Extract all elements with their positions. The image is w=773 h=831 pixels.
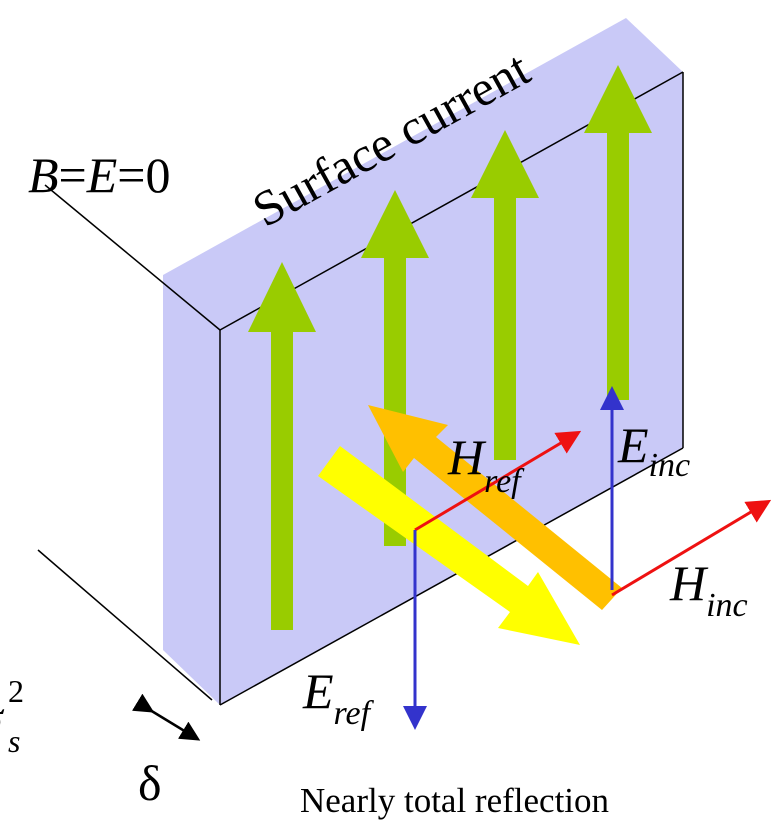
b-symbol: B (28, 147, 59, 203)
e-symbol: E (86, 147, 118, 203)
symbol: E (617, 417, 649, 473)
e-ref-label: Eref (302, 663, 375, 732)
zero: =0 (117, 147, 170, 203)
symbol: H (447, 429, 487, 485)
subscript: ref (484, 463, 525, 500)
diagram: Surface current B=E=0 Href Einc Hinc Ere… (0, 0, 773, 831)
subscript: inc (649, 447, 691, 484)
h-inc-label: Hinc (669, 555, 748, 624)
subscript: inc (706, 587, 748, 624)
boundary-label: B=E=0 (28, 147, 171, 203)
cut-label: σ (0, 690, 5, 746)
symbol: E (302, 663, 334, 719)
cut-label-sub: s (8, 723, 20, 759)
skin-depth-arrow (150, 710, 196, 738)
equals: = (59, 147, 87, 203)
cut-label-sup: 2 (8, 673, 24, 709)
subscript: ref (334, 695, 375, 732)
symbol: H (669, 555, 709, 611)
skin-depth-label: δ (138, 755, 162, 811)
symbol: σ (0, 690, 5, 746)
caption: Nearly total reflection (300, 781, 609, 820)
